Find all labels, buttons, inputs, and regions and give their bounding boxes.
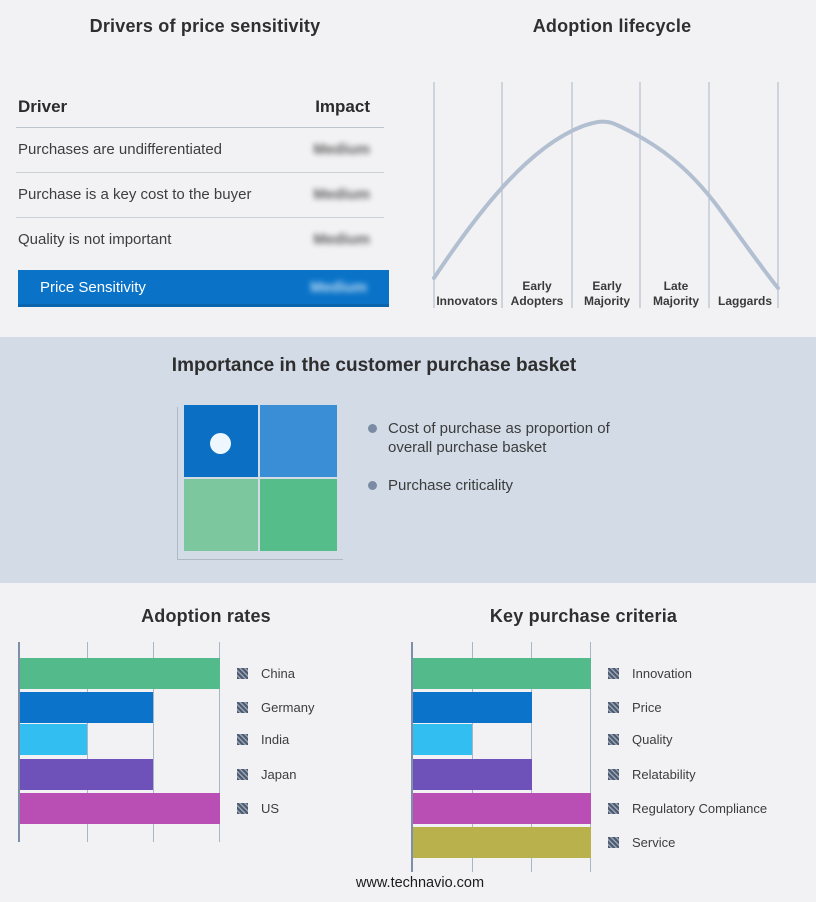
impact-cell-blurred: Medium [313,141,370,158]
bar-germany [20,692,154,723]
stage-label-laggards: Laggards [717,293,772,308]
bar-innovation [413,658,591,689]
gridline [87,642,88,842]
bar-price [413,692,532,723]
legend-item: India [237,724,289,755]
gridline [153,642,154,842]
list-item: Cost of purchase as proportion of overal… [368,419,648,457]
hatched-legend-swatch [237,769,248,780]
quadrant-y-axis [177,407,178,560]
legend-item: Innovation [608,658,692,689]
gridline [590,642,591,872]
bar-india [20,724,87,755]
price-sensitivity-summary-row: Price Sensitivity Medium [18,270,389,307]
hatched-legend-swatch [608,837,619,848]
purchase-basket-section: Importance in the customer purchase bask… [0,337,816,583]
quadrant-bottom-right [260,479,337,551]
bell-curve [432,119,780,290]
driver-cell: Purchases are undifferentiated [18,141,223,158]
legend-item: Price [608,692,662,723]
hatched-legend-swatch [237,803,248,814]
hatched-legend-swatch [237,702,248,713]
adoption-rates-title: Adoption rates [141,606,271,626]
quadrant-top-right [260,405,337,477]
driver-cell: Quality is not important [18,231,172,248]
bullet-icon [368,481,377,490]
legend-item: Regulatory Compliance [608,793,767,824]
bar-service [413,827,591,858]
gridline [219,642,220,842]
impact-cell-blurred: Medium [313,231,370,248]
gridline [472,642,473,872]
basket-bullet-list: Cost of purchase as proportion of overal… [368,419,648,514]
table-row: Purchases are undifferentiated Medium [16,128,384,173]
bullet-icon [368,424,377,433]
basket-section-title: Importance in the customer purchase bask… [171,355,577,376]
lifecycle-panel-title: Adoption lifecycle [532,16,692,36]
position-marker-dot [210,433,231,454]
hatched-legend-swatch [237,668,248,679]
bar-china [20,658,220,689]
quadrant-bottom-left [184,479,258,551]
driver-cell: Purchase is a key cost to the buyer [18,186,252,203]
bar-us [20,793,220,824]
list-item: Purchase criticality [368,476,648,495]
lifecycle-chart-svg [432,82,780,308]
drivers-table-header: Driver Impact [16,90,384,128]
adoption-lifecycle-chart: Innovators Early Adopters Early Majority… [432,82,780,308]
hatched-legend-swatch [237,734,248,745]
legend-item: China [237,658,295,689]
bar-quality [413,724,473,755]
legend-item: US [237,793,279,824]
stage-label-early-adopters: Early Adopters [510,279,564,308]
hatched-legend-swatch [608,668,619,679]
price-sensitivity-value-blurred: Medium [310,278,367,296]
hatched-legend-swatch [608,702,619,713]
legend-item: Relatability [608,759,696,790]
legend-item: Service [608,827,675,858]
legend-item: Japan [237,759,296,790]
hatched-legend-swatch [608,734,619,745]
footer-url: www.technavio.com [355,875,485,891]
stage-gridlines [433,82,779,308]
quadrant-graphic [177,403,347,563]
purchase-criteria-title: Key purchase criteria [489,606,678,626]
hatched-legend-swatch [608,803,619,814]
drivers-panel-title: Drivers of price sensitivity [89,16,321,36]
impact-column-header: Impact [315,97,370,116]
table-row: Purchase is a key cost to the buyer Medi… [16,173,384,218]
price-sensitivity-label: Price Sensitivity [40,278,146,296]
purchase-criteria-chart [411,642,591,872]
bar-regulatory-compliance [413,793,591,824]
y-axis-line [411,642,413,872]
quadrant-x-axis [177,559,343,560]
adoption-rates-chart [18,642,220,842]
legend-item: Quality [608,724,672,755]
bar-relatability [413,759,532,790]
drivers-table: Driver Impact Purchases are undifferenti… [16,90,384,262]
hatched-legend-swatch [608,769,619,780]
stage-label-late-majority: Late Majority [652,279,699,308]
gridline [531,642,532,872]
stage-label-innovators: Innovators [436,293,498,308]
impact-cell-blurred: Medium [313,186,370,203]
legend-item: Germany [237,692,314,723]
bar-japan [20,759,154,790]
driver-column-header: Driver [18,97,68,116]
table-row: Quality is not important Medium [16,218,384,262]
y-axis-line [18,642,20,842]
stage-label-early-majority: Early Majority [583,279,630,308]
